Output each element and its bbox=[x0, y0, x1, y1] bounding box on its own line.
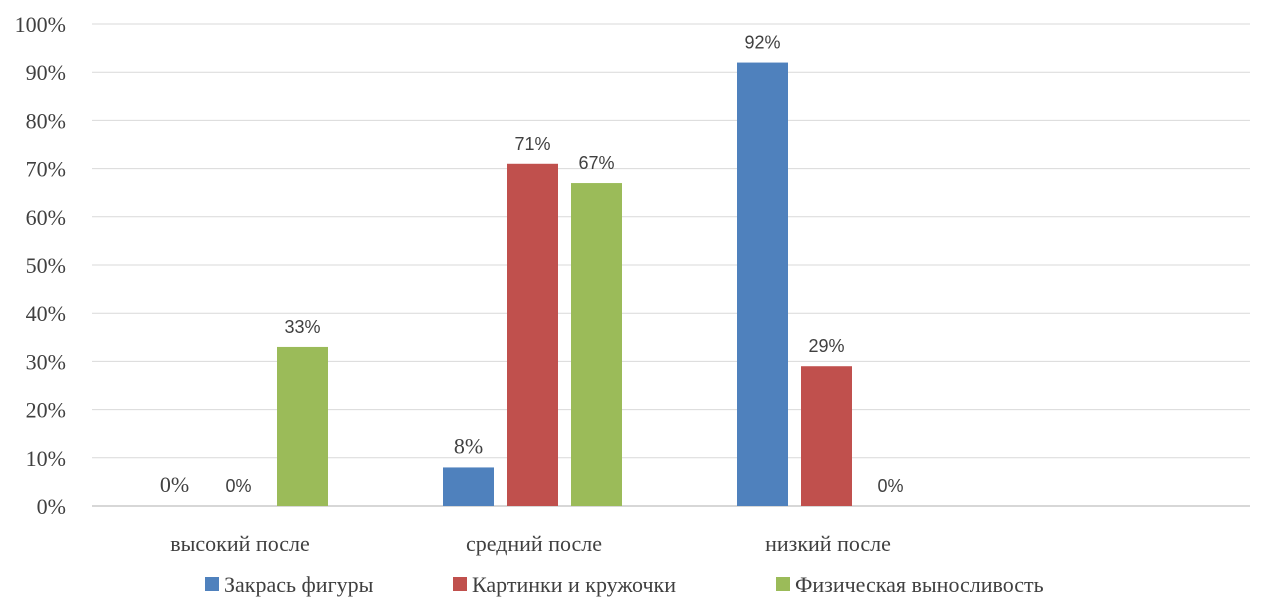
legend-label: Картинки и кружочки bbox=[472, 572, 676, 597]
bar bbox=[737, 62, 788, 507]
legend-swatch bbox=[776, 577, 790, 591]
bar bbox=[443, 467, 494, 506]
legend-swatch bbox=[453, 577, 467, 591]
y-tick-label: 0% bbox=[37, 494, 66, 519]
data-label: 0% bbox=[160, 472, 189, 497]
data-label: 33% bbox=[284, 317, 320, 337]
bars bbox=[277, 62, 852, 507]
x-tick-label: средний после bbox=[466, 531, 602, 556]
y-tick-label: 80% bbox=[26, 108, 66, 133]
y-tick-label: 100% bbox=[15, 12, 66, 37]
y-tick-label: 70% bbox=[26, 157, 66, 182]
data-label: 92% bbox=[744, 33, 780, 53]
y-tick-label: 90% bbox=[26, 60, 66, 85]
data-label: 0% bbox=[225, 476, 251, 496]
y-tick-label: 10% bbox=[26, 446, 66, 471]
legend-item: Физическая выносливость bbox=[776, 572, 1044, 597]
x-tick-label: низкий после bbox=[765, 531, 891, 556]
x-tick-label: высокий после bbox=[170, 531, 310, 556]
y-tick-label: 50% bbox=[26, 253, 66, 278]
bar bbox=[571, 183, 622, 506]
bar bbox=[507, 163, 558, 506]
legend: Закрась фигуры Картинки и кружочки Физичес… bbox=[205, 572, 1044, 597]
data-label: 8% bbox=[454, 433, 483, 458]
y-tick-label: 60% bbox=[26, 205, 66, 230]
bar bbox=[277, 346, 328, 506]
x-axis-tick-labels: высокий после средний после низкий после bbox=[170, 531, 891, 556]
data-labels: 0% 0% 33% 8% 71% 67% 92% 29% 0% bbox=[160, 33, 904, 497]
legend-item: Закрась фигуры bbox=[205, 572, 374, 597]
data-label: 0% bbox=[877, 476, 903, 496]
y-tick-label: 30% bbox=[26, 349, 66, 374]
bar bbox=[801, 366, 852, 506]
legend-item: Картинки и кружочки bbox=[453, 572, 676, 597]
data-label: 29% bbox=[808, 336, 844, 356]
legend-label: Физическая выносливость bbox=[795, 572, 1044, 597]
data-label: 71% bbox=[514, 134, 550, 154]
gridlines bbox=[92, 23, 1250, 507]
legend-label: Закрась фигуры bbox=[224, 572, 374, 597]
data-label: 67% bbox=[578, 153, 614, 173]
y-tick-label: 20% bbox=[26, 398, 66, 423]
y-tick-label: 40% bbox=[26, 301, 66, 326]
legend-swatch bbox=[205, 577, 219, 591]
y-axis-tick-labels: 0% 10% 20% 30% 40% 50% 60% 70% 80% 90% 100% bbox=[15, 12, 66, 519]
